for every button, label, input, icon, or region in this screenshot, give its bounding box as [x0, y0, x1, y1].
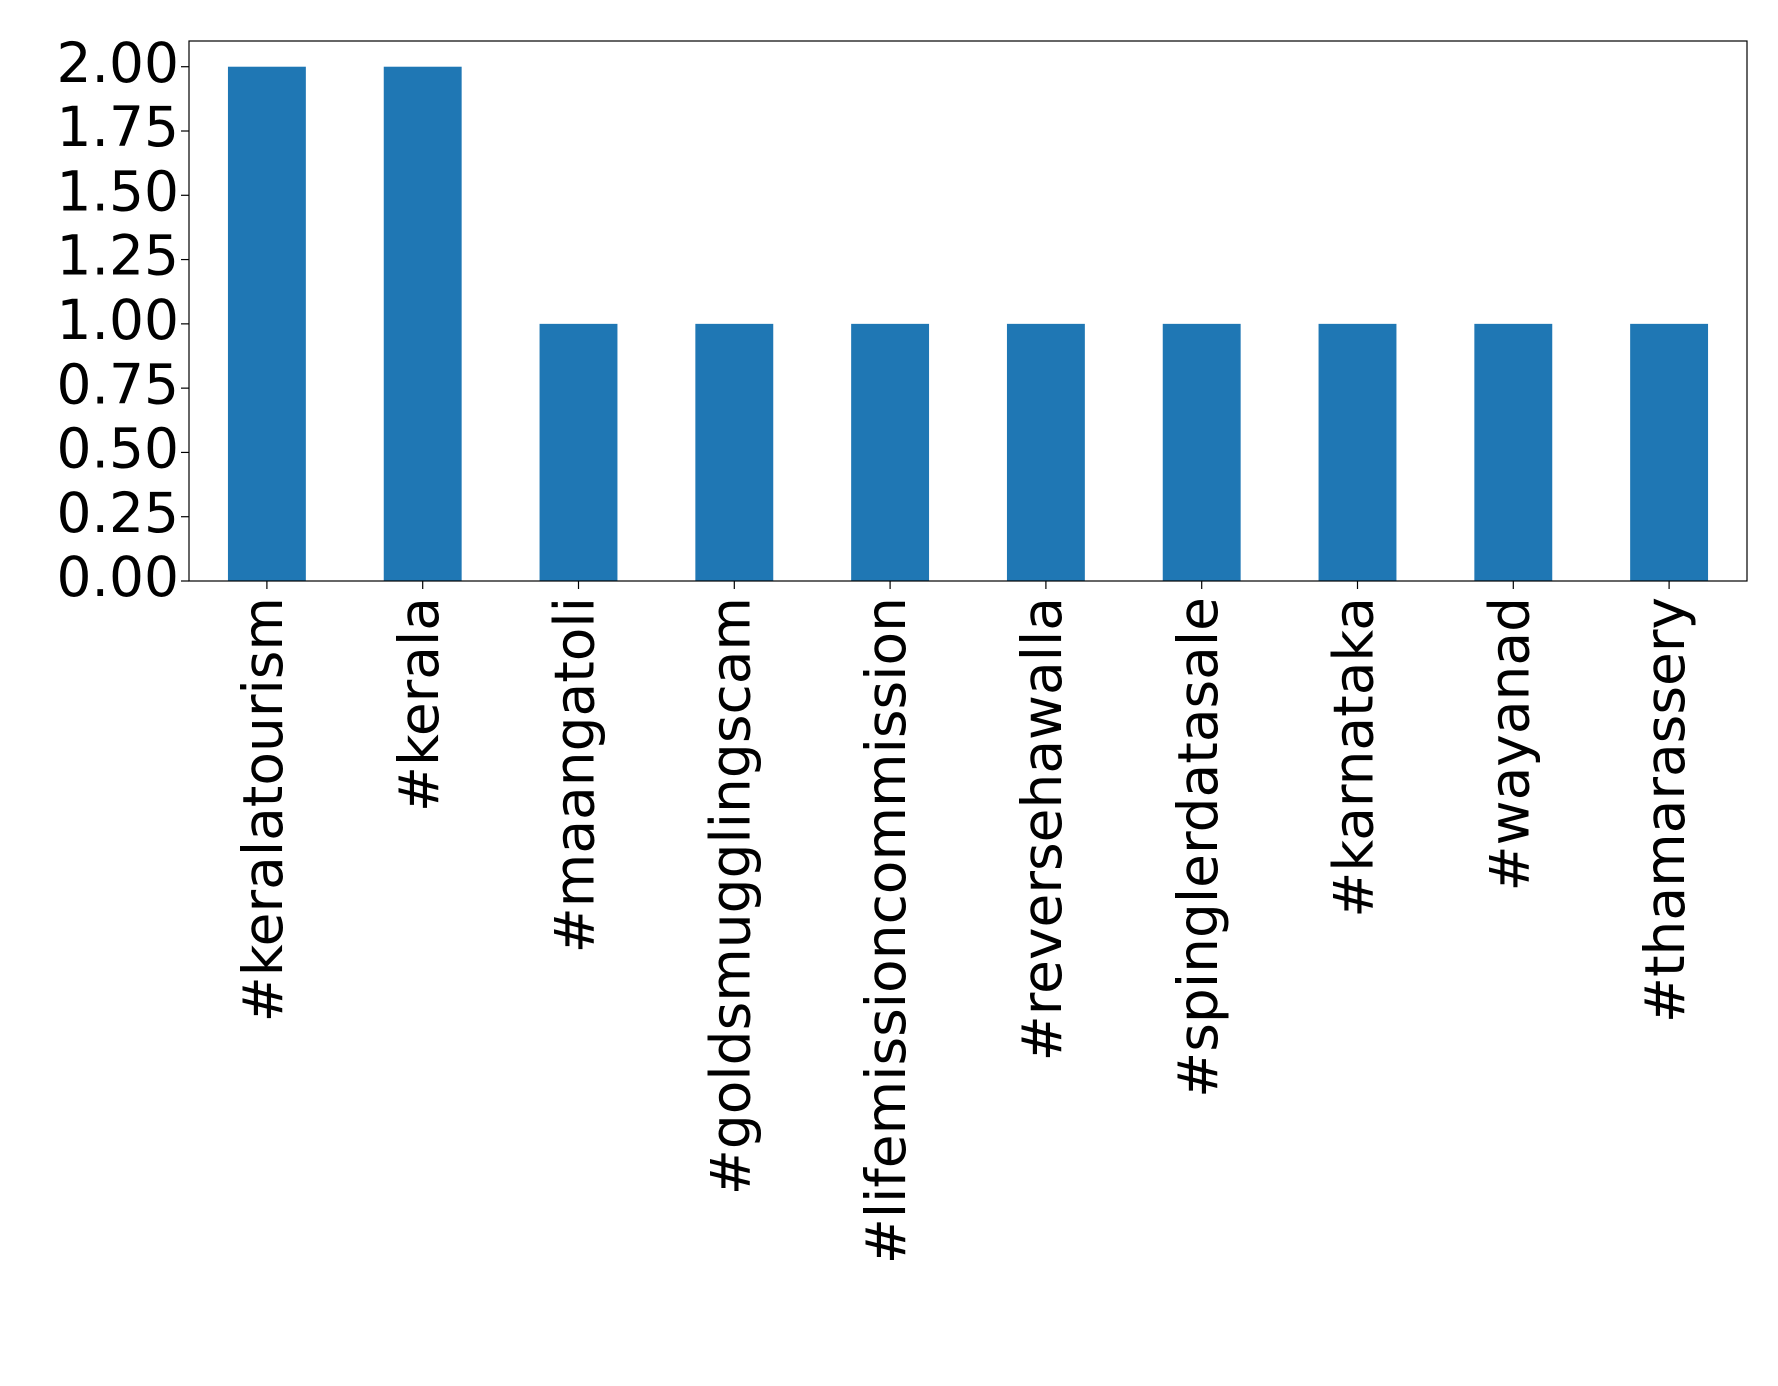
bar [539, 323, 618, 581]
x-tick-label: #kerala [387, 597, 451, 812]
bar [227, 66, 306, 581]
bar [1474, 323, 1553, 581]
x-tick-label: #keralatourism [231, 597, 295, 1022]
bar [1162, 323, 1241, 581]
x-tick-label: #thamarassery [1633, 597, 1697, 1023]
y-tick-label: 0.25 [57, 481, 179, 545]
x-tick-label: #wayanad [1477, 597, 1541, 892]
x-tick-label: #spinglerdatasale [1166, 597, 1230, 1098]
bar [851, 323, 930, 581]
bar [1006, 323, 1085, 581]
y-tick-label: 0.75 [57, 352, 179, 416]
y-tick-label: 1.25 [57, 224, 179, 288]
y-tick-label: 1.50 [57, 159, 179, 223]
bar [1630, 323, 1709, 581]
y-tick-label: 2.00 [57, 31, 179, 95]
bar [383, 66, 462, 581]
bar [695, 323, 774, 581]
x-tick-label: #maangatoli [543, 597, 607, 953]
y-tick-label: 0.50 [57, 417, 179, 481]
x-tick-label: #goldsmugglingscam [698, 597, 762, 1195]
plot-frame [188, 40, 1748, 582]
y-tick-label: 0.00 [57, 545, 179, 609]
bar [1318, 323, 1397, 581]
x-tick-label: #lifemissioncommission [854, 597, 918, 1264]
x-tick-label: #reversehawalla [1010, 597, 1074, 1061]
x-tick-label: #karnataka [1322, 597, 1386, 918]
y-tick-label: 1.75 [57, 95, 179, 159]
y-tick-label: 1.00 [57, 288, 179, 352]
